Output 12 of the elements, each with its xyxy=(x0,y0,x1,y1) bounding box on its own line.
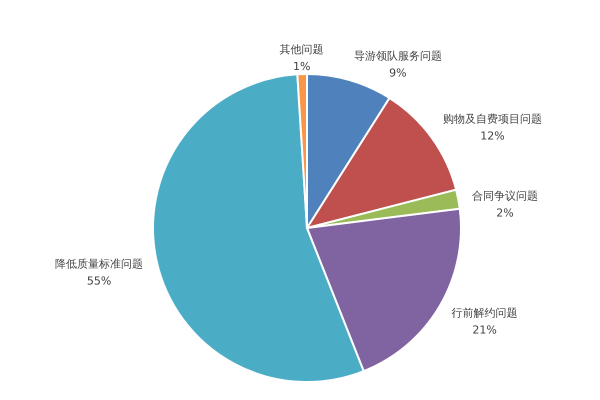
data-label: 21% xyxy=(472,324,497,337)
slice-label: 购物及自费项目问题 xyxy=(442,112,542,126)
data-label: 9% xyxy=(389,66,407,80)
slice-label: 降低质量标准问题 xyxy=(55,258,144,271)
slice-label: 其他问题 xyxy=(280,43,324,56)
slice-label: 行前解约问题 xyxy=(452,306,518,320)
slice-label: 合同争议问题 xyxy=(472,190,538,203)
data-label: 55% xyxy=(86,274,112,288)
data-label: 1% xyxy=(292,60,310,74)
slice-label: 导游领队服务问题 xyxy=(354,50,442,63)
data-label: 2% xyxy=(496,206,514,220)
data-label: 12% xyxy=(480,129,505,142)
